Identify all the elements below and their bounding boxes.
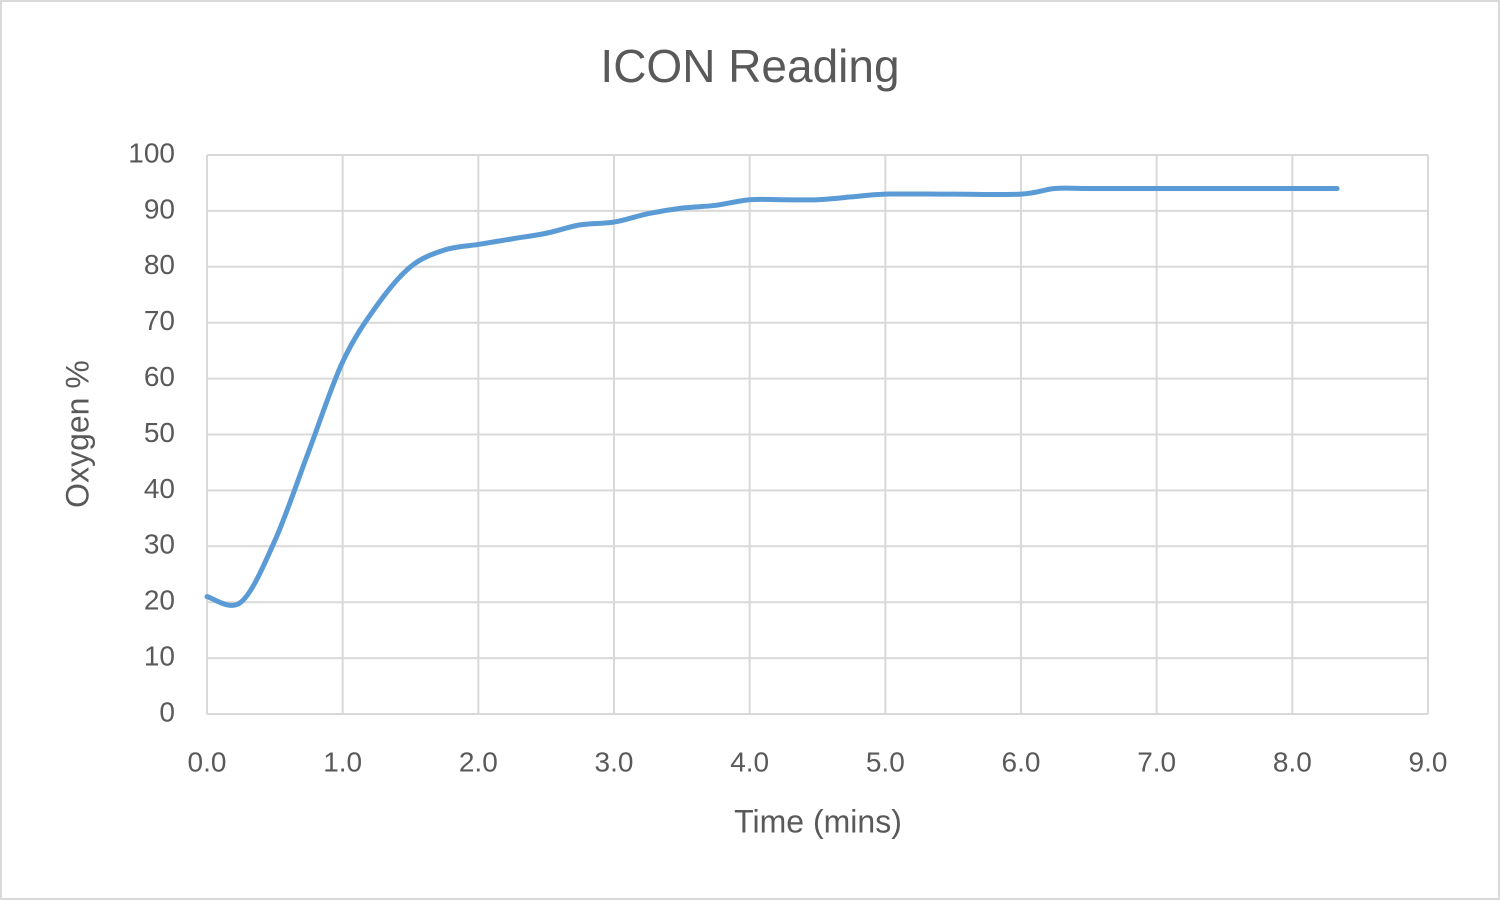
x-axis-label: Time (mins): [734, 803, 902, 839]
x-tick-label: 6.0: [1002, 746, 1041, 777]
y-tick-label: 40: [144, 473, 175, 504]
x-tick-label: 8.0: [1273, 746, 1312, 777]
chart-title: ICON Reading: [600, 40, 899, 92]
x-tick-label: 2.0: [459, 746, 498, 777]
y-tick-label: 80: [144, 249, 175, 280]
x-tick-label: 3.0: [595, 746, 634, 777]
y-axis-label: Oxygen %: [59, 360, 95, 508]
y-tick-label: 70: [144, 305, 175, 336]
y-tick-label: 100: [128, 137, 175, 168]
x-tick-label: 0.0: [188, 746, 227, 777]
x-tick-label: 4.0: [730, 746, 769, 777]
data-line: [204, 185, 1340, 608]
x-tick-label: 9.0: [1409, 746, 1448, 777]
y-tick-label: 10: [144, 640, 175, 671]
y-tick-label: 30: [144, 529, 175, 560]
y-tick-label: 50: [144, 417, 175, 448]
y-tick-label: 60: [144, 361, 175, 392]
y-tick-label: 0: [159, 696, 175, 727]
y-tick-label: 90: [144, 193, 175, 224]
x-tick-label: 5.0: [866, 746, 905, 777]
x-tick-label: 1.0: [323, 746, 362, 777]
x-tick-label: 7.0: [1137, 746, 1176, 777]
y-tick-label: 20: [144, 585, 175, 616]
